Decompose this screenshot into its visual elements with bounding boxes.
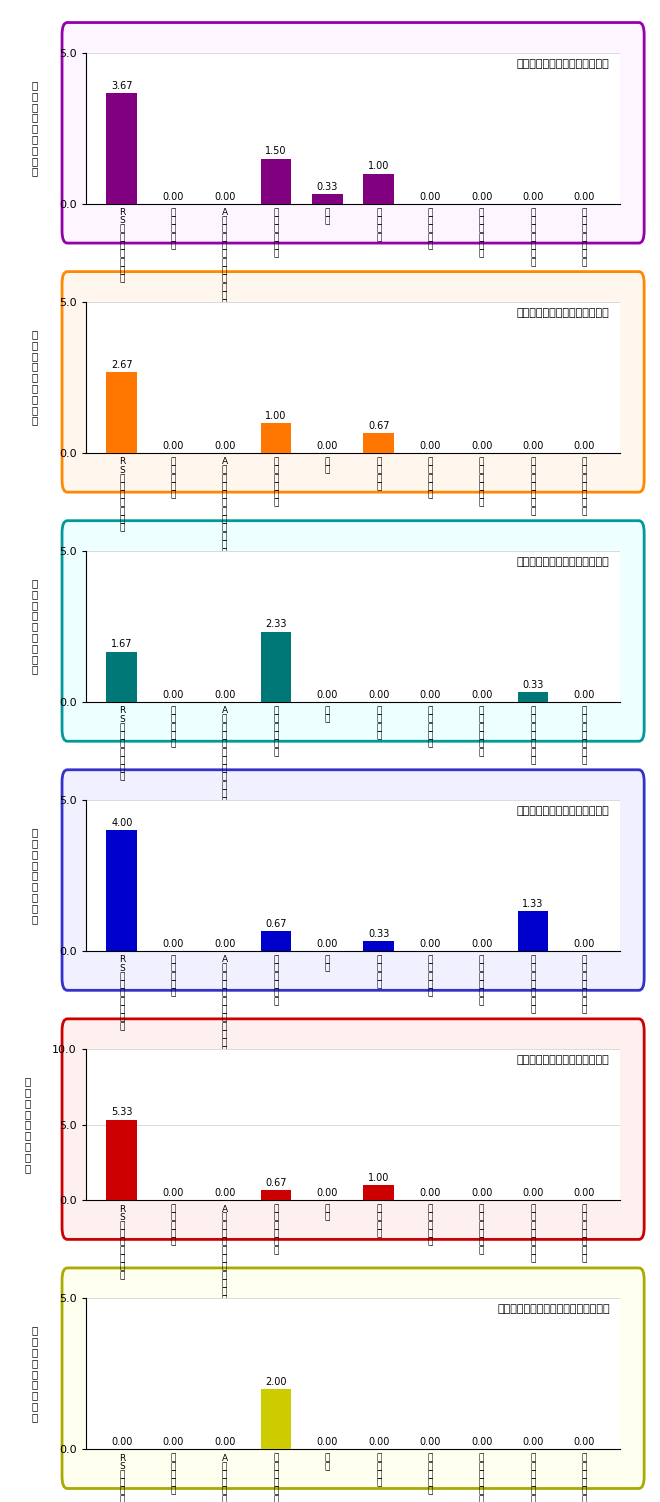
Bar: [106, 1119, 137, 1200]
Text: 0.00: 0.00: [162, 939, 184, 949]
Text: 0.00: 0.00: [162, 689, 184, 700]
Text: 0.00: 0.00: [162, 1437, 184, 1446]
Text: 0.00: 0.00: [368, 689, 389, 700]
Text: 2.67: 2.67: [111, 360, 133, 369]
Text: 0.00: 0.00: [162, 440, 184, 451]
Bar: [261, 422, 292, 454]
Text: 0.00: 0.00: [522, 192, 544, 201]
Y-axis label: 定
点
当
た
り
の
報
告
数: 定 点 当 た り の 報 告 数: [31, 1325, 37, 1422]
Text: 0.00: 0.00: [214, 1188, 235, 1199]
Text: 0.00: 0.00: [317, 689, 338, 700]
Text: 1.33: 1.33: [522, 898, 544, 909]
Text: 0.00: 0.00: [574, 192, 595, 201]
Text: 0.00: 0.00: [162, 192, 184, 201]
Bar: [261, 1190, 292, 1200]
Text: 0.00: 0.00: [522, 1188, 544, 1199]
Text: 0.00: 0.00: [420, 440, 441, 451]
Text: 0.00: 0.00: [214, 440, 235, 451]
Bar: [517, 912, 548, 951]
Text: 0.00: 0.00: [317, 939, 338, 949]
Bar: [261, 632, 292, 703]
Bar: [106, 372, 137, 454]
Text: 0.00: 0.00: [317, 1188, 338, 1199]
Text: 0.00: 0.00: [214, 1437, 235, 1446]
Y-axis label: 定
点
当
た
り
の
報
告
数: 定 点 当 た り の 報 告 数: [24, 1077, 30, 1173]
Text: 1.00: 1.00: [368, 1173, 389, 1184]
Bar: [364, 1185, 394, 1200]
Text: 2.00: 2.00: [265, 1376, 286, 1386]
Text: 0.33: 0.33: [522, 680, 544, 689]
Text: 堺区の疾患別定点当たり報告数: 堺区の疾患別定点当たり報告数: [517, 308, 610, 318]
Bar: [261, 931, 292, 951]
Text: 1.00: 1.00: [265, 410, 286, 421]
Text: 0.00: 0.00: [368, 1437, 389, 1446]
Text: 0.00: 0.00: [574, 939, 595, 949]
Text: 0.00: 0.00: [420, 1437, 441, 1446]
Text: 0.00: 0.00: [522, 440, 544, 451]
Text: 0.00: 0.00: [111, 1437, 133, 1446]
Y-axis label: 定
点
当
た
り
の
報
告
数: 定 点 当 た り の 報 告 数: [31, 80, 37, 177]
Text: 東・美原区の疾患別定点当たり報告数: 東・美原区の疾患別定点当たり報告数: [497, 1304, 610, 1314]
Text: 3.67: 3.67: [111, 81, 133, 90]
Text: 0.00: 0.00: [420, 192, 441, 201]
Bar: [364, 433, 394, 454]
Text: 0.67: 0.67: [265, 1178, 286, 1188]
Text: 0.00: 0.00: [471, 939, 492, 949]
Text: 南区の疾患別定点当たり報告数: 南区の疾患別定点当たり報告数: [517, 1054, 610, 1065]
Text: 0.00: 0.00: [214, 689, 235, 700]
Text: 0.00: 0.00: [420, 1188, 441, 1199]
Text: 0.00: 0.00: [162, 1188, 184, 1199]
Text: 0.33: 0.33: [368, 930, 389, 939]
Text: 1.00: 1.00: [368, 161, 389, 171]
Text: 0.67: 0.67: [265, 919, 286, 928]
Text: 0.00: 0.00: [522, 1437, 544, 1446]
Text: 0.33: 0.33: [317, 182, 338, 192]
Text: 0.67: 0.67: [368, 421, 389, 431]
Bar: [261, 159, 292, 204]
Text: 0.00: 0.00: [420, 939, 441, 949]
Text: 北区の疾患別定点当たり報告数: 北区の疾患別定点当たり報告数: [517, 59, 610, 69]
Bar: [312, 194, 343, 204]
Text: 1.67: 1.67: [111, 640, 133, 649]
Text: 0.00: 0.00: [574, 1188, 595, 1199]
Text: 0.00: 0.00: [317, 440, 338, 451]
Y-axis label: 定
点
当
た
り
の
報
告
数: 定 点 当 た り の 報 告 数: [31, 329, 37, 425]
Text: 0.00: 0.00: [471, 192, 492, 201]
Bar: [106, 93, 137, 204]
Text: 0.00: 0.00: [471, 689, 492, 700]
Text: 中区の疾患別定点当たり報告数: 中区の疾患別定点当たり報告数: [517, 807, 610, 816]
Text: 0.00: 0.00: [471, 1437, 492, 1446]
Text: 0.00: 0.00: [214, 192, 235, 201]
Text: 0.00: 0.00: [317, 1437, 338, 1446]
Text: 1.50: 1.50: [265, 146, 286, 156]
Text: 2.33: 2.33: [265, 619, 286, 629]
Text: 西区の疾患別定点当たり報告数: 西区の疾患別定点当たり報告数: [517, 557, 610, 566]
Text: 0.00: 0.00: [420, 689, 441, 700]
Text: 5.33: 5.33: [111, 1107, 133, 1117]
Bar: [364, 174, 394, 204]
Bar: [106, 652, 137, 703]
Bar: [106, 831, 137, 951]
Text: 4.00: 4.00: [111, 817, 133, 828]
Text: 0.00: 0.00: [471, 440, 492, 451]
Y-axis label: 定
点
当
た
り
の
報
告
数: 定 点 当 た り の 報 告 数: [31, 828, 37, 924]
Bar: [261, 1389, 292, 1449]
Text: 0.00: 0.00: [471, 1188, 492, 1199]
Text: 0.00: 0.00: [574, 689, 595, 700]
Bar: [517, 692, 548, 703]
Bar: [364, 942, 394, 951]
Text: 0.00: 0.00: [574, 440, 595, 451]
Y-axis label: 定
点
当
た
り
の
報
告
数: 定 点 当 た り の 報 告 数: [31, 578, 37, 674]
Text: 0.00: 0.00: [574, 1437, 595, 1446]
Text: 0.00: 0.00: [214, 939, 235, 949]
